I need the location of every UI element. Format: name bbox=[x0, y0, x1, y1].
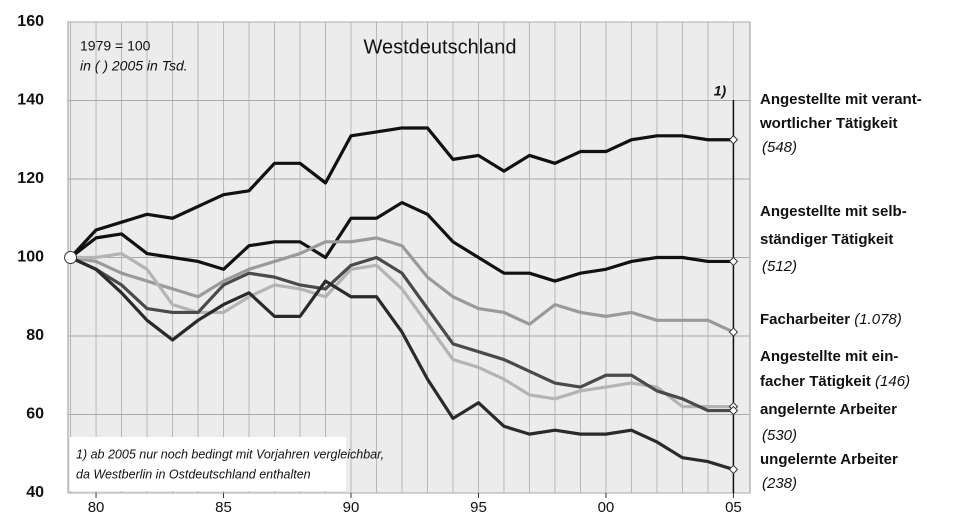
x-tick-label: 85 bbox=[215, 499, 232, 516]
start-marker bbox=[64, 251, 78, 264]
end-marker bbox=[728, 464, 739, 475]
legend-label: Angestellte mit selb- bbox=[760, 203, 907, 220]
end-marker bbox=[728, 135, 739, 145]
legend-count: (512) bbox=[762, 258, 797, 275]
legend-label: ungelernte Arbeiter bbox=[760, 451, 898, 468]
legend-text: angelernte Arbeiter bbox=[760, 401, 897, 418]
y-tick-label: 140 bbox=[17, 92, 44, 109]
legend-text: ungelernte Arbeiter bbox=[760, 451, 898, 468]
footnote: da Westberlin in Ostdeutschland enthalte… bbox=[76, 467, 311, 481]
legend-label: wortlicher Tätigkeit bbox=[759, 115, 898, 132]
x-tick-label: 05 bbox=[725, 499, 742, 516]
y-tick-label: 60 bbox=[26, 406, 44, 423]
lines bbox=[64, 100, 739, 493]
legend-count: (548) bbox=[762, 139, 797, 156]
end-marker bbox=[728, 327, 739, 337]
series-line bbox=[69, 255, 734, 413]
y-tick-label: 100 bbox=[17, 249, 44, 266]
series-line bbox=[69, 126, 734, 259]
legend-count: (530) bbox=[762, 427, 797, 444]
legend-text: Angestellte mit ein- bbox=[760, 348, 898, 365]
base-note: 1979 = 100 bbox=[80, 38, 151, 54]
x-tick-label: 00 bbox=[598, 499, 615, 516]
series-line bbox=[69, 200, 734, 283]
legend-text: ständiger Tätigkeit bbox=[760, 231, 893, 248]
legend-label: Facharbeiter (1.078) bbox=[760, 311, 902, 328]
unit-note: in ( ) 2005 in Tsd. bbox=[80, 58, 188, 74]
series-line bbox=[70, 236, 735, 334]
legend-text: facher Tätigkeit bbox=[760, 373, 871, 390]
end-marker bbox=[728, 405, 739, 416]
y-tick-label: 80 bbox=[26, 327, 44, 344]
y-tick-label: 40 bbox=[26, 484, 44, 501]
legend-count: (238) bbox=[762, 475, 797, 492]
legend-count: (146) bbox=[875, 373, 910, 390]
series-line bbox=[70, 251, 734, 409]
x-tick-label: 80 bbox=[88, 499, 105, 516]
legend-text: Angestellte mit selb- bbox=[760, 203, 907, 220]
break-marker: 1) bbox=[714, 83, 727, 99]
x-tick-label: 90 bbox=[343, 499, 360, 516]
legend-count: (1.078) bbox=[854, 311, 902, 328]
end-marker bbox=[728, 256, 739, 267]
y-tick-label: 160 bbox=[17, 13, 44, 30]
series-line bbox=[69, 256, 734, 471]
legend-label: Angestellte mit verant- bbox=[760, 91, 922, 108]
legend-label: Angestellte mit ein- bbox=[760, 348, 898, 365]
y-tick-label: 120 bbox=[17, 170, 44, 187]
grid bbox=[68, 21, 750, 494]
chart-title: Westdeutschland bbox=[363, 36, 516, 58]
footnote: 1) ab 2005 nur noch bedingt mit Vorjahre… bbox=[76, 447, 384, 461]
legend-text: wortlicher Tätigkeit bbox=[759, 115, 898, 132]
footnote-box bbox=[70, 437, 346, 491]
legend-text: Facharbeiter bbox=[760, 311, 850, 328]
legend-label: facher Tätigkeit (146) bbox=[760, 373, 910, 390]
legend-text: Angestellte mit verant- bbox=[760, 91, 922, 108]
x-tick-label: 95 bbox=[470, 499, 487, 516]
legend-label: angelernte Arbeiter bbox=[760, 401, 897, 418]
legend-label: ständiger Tätigkeit bbox=[760, 231, 893, 248]
